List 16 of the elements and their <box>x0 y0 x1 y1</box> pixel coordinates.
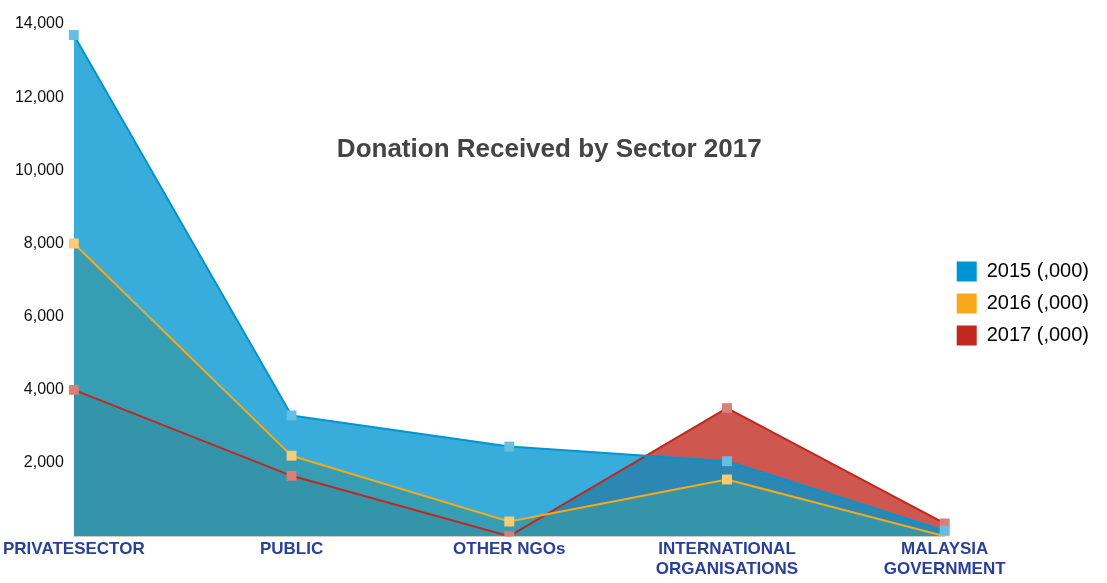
y-tick-label: 8,000 <box>23 233 64 251</box>
x-tick-label: INTERNATIONAL ORGANISATIONS <box>655 539 799 579</box>
x-tick-label: OTHER NGOs <box>453 539 566 559</box>
y-tick-label: 4,000 <box>23 380 64 398</box>
y-tick-label: 10,000 <box>14 160 64 178</box>
x-tick-label: MALAYSIA GOVERNMENT <box>883 539 1007 579</box>
legend-label: 2016 (,000) <box>986 291 1089 314</box>
text: Donation Received by Sector 2017 <box>336 133 762 164</box>
y-tick-label: 6,000 <box>23 307 64 325</box>
y-tick-label: 14,000 <box>14 14 64 32</box>
y-tick-label: 2,000 <box>23 453 64 471</box>
x-tick-label: PUBLIC <box>259 539 324 559</box>
legend-label: 2015 (,000) <box>986 259 1089 282</box>
legend-label: 2017 (,000) <box>986 323 1089 346</box>
y-tick-label: 12,000 <box>14 87 64 105</box>
x-tick-label: PRIVATESECTOR <box>3 539 145 559</box>
